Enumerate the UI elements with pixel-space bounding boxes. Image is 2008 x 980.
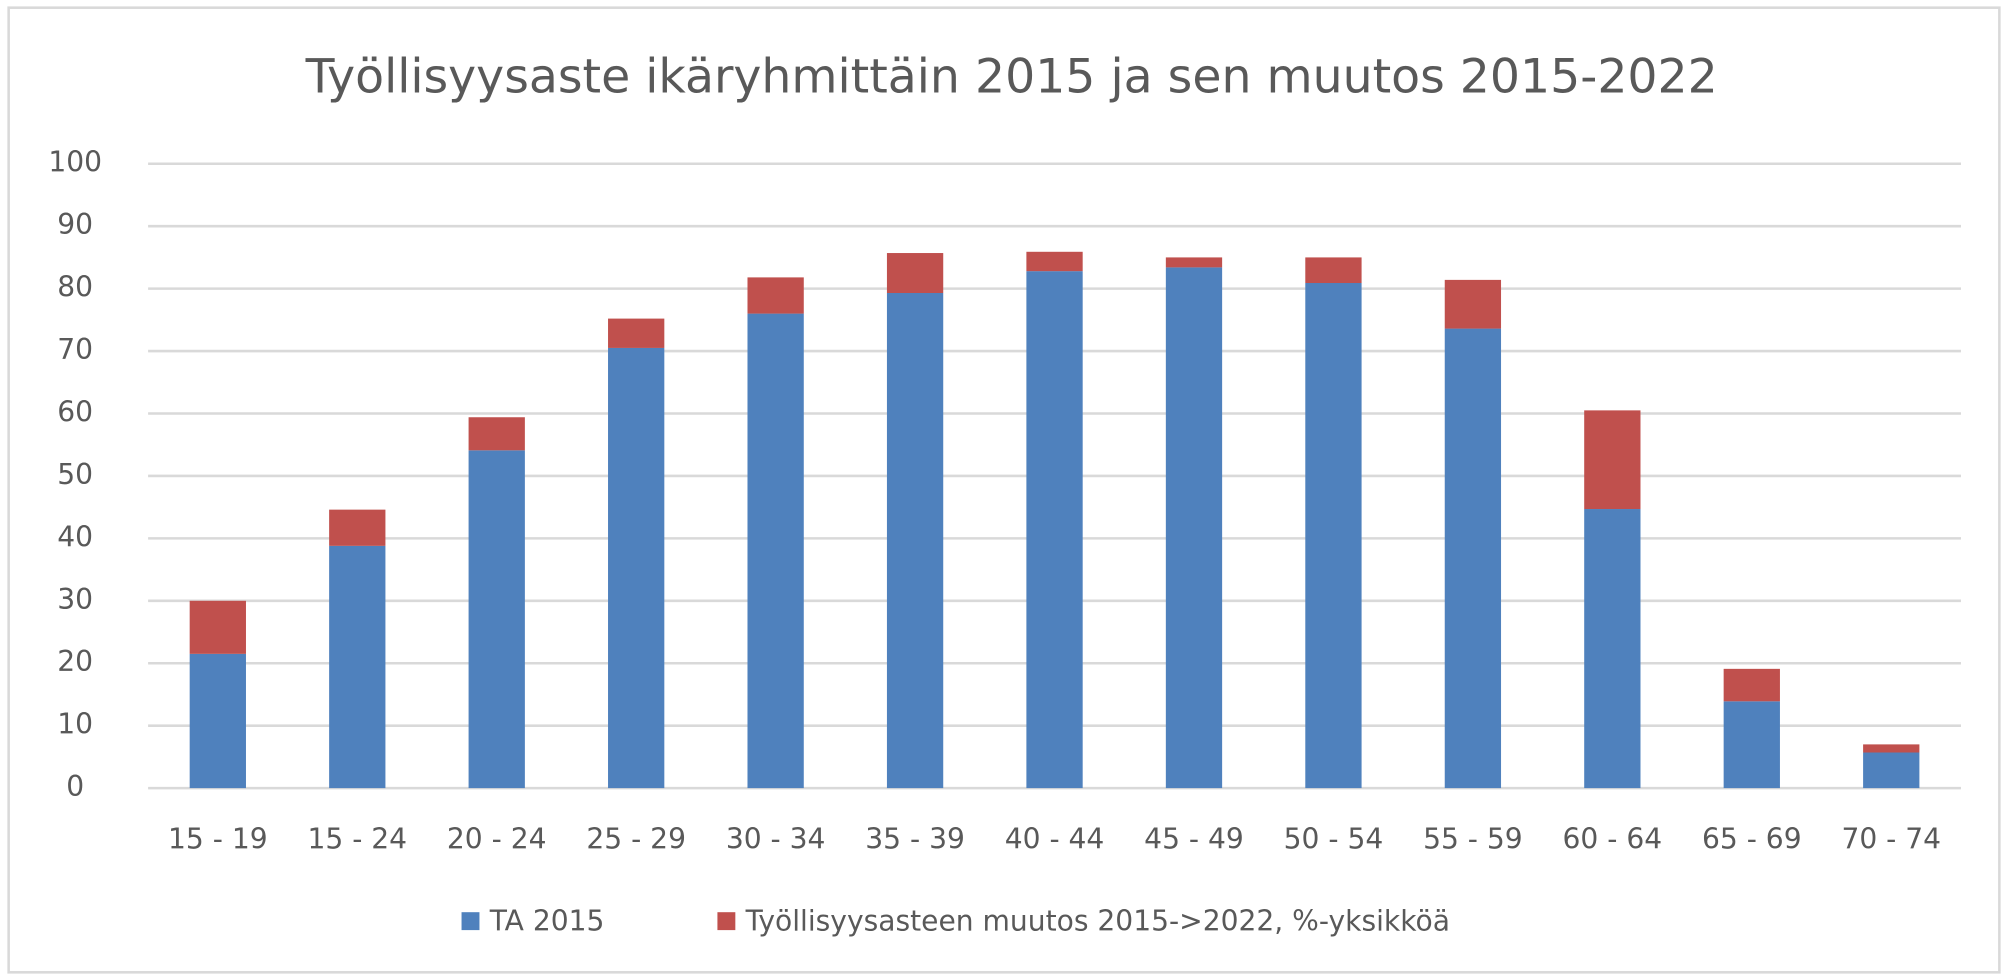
x-tick-label: 55 - 59	[1423, 823, 1523, 856]
x-tick-label: 45 - 49	[1144, 823, 1244, 856]
y-tick-label: 80	[57, 271, 93, 304]
bar-segment	[468, 450, 525, 789]
bar-segment	[1305, 257, 1362, 284]
x-tick-label: 65 - 69	[1702, 823, 1802, 856]
y-tick-label: 100	[48, 146, 102, 179]
bar-segment	[189, 600, 246, 654]
bar-segment	[1165, 257, 1223, 268]
chart-frame	[7, 6, 2001, 974]
legend-label: Työllisyysasteen muutos 2015->2022, %-yk…	[745, 904, 1450, 937]
x-tick-label: 70 - 74	[1841, 823, 1941, 856]
bar-segment	[1026, 251, 1083, 272]
bar-segment	[886, 253, 944, 293]
y-tick-label: 60	[57, 395, 93, 428]
y-tick-label: 50	[57, 458, 93, 491]
bar-segment	[1305, 283, 1362, 789]
bar-segment	[1863, 744, 1920, 753]
bar-segment	[1584, 509, 1641, 789]
bar-segment	[1444, 328, 1502, 789]
bar-segment	[608, 318, 665, 348]
bar-segment	[1723, 668, 1780, 702]
x-tick-label: 35 - 39	[865, 823, 965, 856]
x-tick-label: 25 - 29	[586, 823, 686, 856]
bar-segment	[1863, 752, 1920, 789]
legend-swatch	[717, 912, 736, 931]
x-tick-label: 60 - 64	[1563, 823, 1663, 856]
bar-segment	[1723, 701, 1780, 789]
legend-label: TA 2015	[489, 904, 605, 937]
y-tick-label: 0	[66, 770, 84, 803]
x-tick-label: 50 - 54	[1284, 823, 1384, 856]
y-tick-label: 90	[57, 208, 93, 241]
y-tick-label: 10	[57, 708, 93, 741]
y-tick-label: 40	[57, 520, 93, 553]
bar-segment	[189, 653, 246, 789]
x-tick-label: 30 - 34	[726, 823, 826, 856]
x-tick-label: 40 - 44	[1005, 823, 1105, 856]
x-tick-label: 20 - 24	[447, 823, 547, 856]
bar-segment	[608, 347, 665, 789]
bar-segment	[1026, 271, 1083, 789]
x-tick-label: 15 - 19	[168, 823, 268, 856]
bar-segment	[747, 277, 804, 314]
legend-swatch	[461, 912, 480, 931]
y-tick-label: 20	[57, 645, 93, 678]
bar-segment	[1584, 410, 1641, 510]
bar-segment	[1165, 267, 1223, 789]
bar-segment	[329, 545, 386, 789]
bar-segment	[747, 313, 804, 789]
bar-segment	[886, 292, 944, 789]
bar-segment	[329, 509, 386, 546]
chart-title: Työllisyysaste ikäryhmittäin 2015 ja sen…	[305, 49, 1718, 104]
y-tick-label: 30	[57, 583, 93, 616]
x-tick-label: 15 - 24	[307, 823, 407, 856]
bar-segment	[468, 417, 525, 451]
y-tick-label: 70	[57, 333, 93, 366]
bar-segment	[1444, 279, 1502, 329]
